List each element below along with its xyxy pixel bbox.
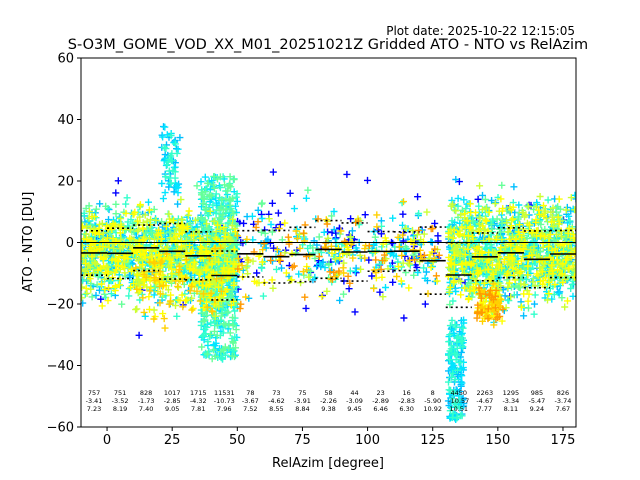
chart-title: S-O3M_GOME_VOD_XX_M01_20251021Z Gridded … <box>68 37 588 53</box>
bin-count-5: 11531 <box>214 389 235 397</box>
bin-labels: 757-3.417.23 751-3.528.19 828-1.737.40 1017… <box>86 389 572 413</box>
bin-mean-label-12: -2.83 <box>398 397 415 405</box>
bin-count-15: 2263 <box>477 389 494 397</box>
bin-std-label-12: 6.30 <box>399 405 413 413</box>
x-tick-label-2: 50 <box>229 433 246 448</box>
bin-count-18: 826 <box>557 389 569 397</box>
bin-std-label-5: 7.96 <box>217 405 231 413</box>
y-axis: −60 −40 −20 0 20 40 60 <box>47 52 81 436</box>
bin-mean-label-2: -1.73 <box>138 397 155 405</box>
bin-count-4: 1715 <box>190 389 207 397</box>
bin-std-label-11: 6.46 <box>373 405 387 413</box>
bin-count-2: 828 <box>140 389 152 397</box>
bin-count-7: 73 <box>272 389 280 397</box>
bin-mean-label-3: -2.85 <box>164 397 181 405</box>
bin-std-label-7: 8.55 <box>269 405 283 413</box>
x-tick-label-1: 25 <box>164 433 181 448</box>
x-tick-label-6: 150 <box>485 433 510 448</box>
bin-mean-label-13: -5.90 <box>424 397 441 405</box>
y-tick-label-4: 20 <box>57 175 74 190</box>
bin-count-14: 4450 <box>450 389 467 397</box>
bin-mean-label-15: -4.67 <box>476 397 493 405</box>
bin-count-0: 757 <box>88 389 100 397</box>
x-axis-label: RelAzim [degree] <box>272 456 384 471</box>
bin-count-9: 58 <box>324 389 332 397</box>
bin-count-1: 751 <box>114 389 126 397</box>
bin-mean-label-6: -3.67 <box>242 397 259 405</box>
x-tick-label-4: 100 <box>355 433 380 448</box>
bin-count-16: 1295 <box>503 389 520 397</box>
bin-count-17: 985 <box>531 389 543 397</box>
bin-mean-label-7: -4.62 <box>268 397 285 405</box>
y-tick-label-3: 0 <box>66 236 74 251</box>
bin-std-label-6: 7.52 <box>243 405 257 413</box>
y-tick-label-5: 40 <box>57 113 74 128</box>
x-tick-label-5: 125 <box>420 433 445 448</box>
bin-std-label-14: 10.51 <box>449 405 468 413</box>
x-tick-label-7: 175 <box>551 433 576 448</box>
bin-std-label-18: 7.67 <box>556 405 570 413</box>
bin-mean-label-5: -10.73 <box>214 397 235 405</box>
x-axis: 0 25 50 75 100 125 150 175 <box>103 427 575 448</box>
bin-mean-label-18: -3.74 <box>555 397 572 405</box>
x-tick-label-3: 75 <box>294 433 311 448</box>
y-tick-label-2: −20 <box>47 298 74 313</box>
bin-std-label-3: 9.05 <box>165 405 179 413</box>
bin-count-13: 8 <box>431 389 435 397</box>
bin-std-label-10: 9.45 <box>347 405 361 413</box>
scatter-series-7 <box>132 198 505 332</box>
bin-mean-label-11: -2.89 <box>372 397 389 405</box>
bin-std-label-17: 9.24 <box>530 405 544 413</box>
bin-mean-label-14: -10.57 <box>448 397 469 405</box>
bin-count-11: 23 <box>376 389 384 397</box>
bin-count-3: 1017 <box>164 389 181 397</box>
plot-date: Plot date: 2025-10-22 12:15:05 <box>386 24 575 38</box>
bin-std-label-9: 9.38 <box>321 405 335 413</box>
bin-std-label-4: 7.81 <box>191 405 205 413</box>
bin-count-10: 44 <box>350 389 358 397</box>
bin-count-12: 16 <box>403 389 411 397</box>
bin-std-label-13: 10.92 <box>423 405 442 413</box>
bin-std-label-8: 8.84 <box>295 405 309 413</box>
bin-mean-label-16: -3.34 <box>502 397 519 405</box>
y-tick-label-1: −40 <box>47 359 74 374</box>
scatter-series-8 <box>234 215 507 323</box>
bin-count-8: 75 <box>298 389 306 397</box>
scatter-series-6 <box>81 195 576 325</box>
bin-count-6: 78 <box>246 389 254 397</box>
bin-mean-label-9: -2.26 <box>320 397 337 405</box>
bin-mean-label-8: -3.91 <box>294 397 311 405</box>
bin-mean-label-4: -4.32 <box>190 397 207 405</box>
bin-std-label-0: 7.23 <box>87 405 101 413</box>
bin-std-label-2: 7.40 <box>139 405 153 413</box>
bin-std-label-15: 7.77 <box>478 405 492 413</box>
bin-mean-label-0: -3.41 <box>86 397 103 405</box>
bin-mean-label-10: -3.09 <box>346 397 363 405</box>
y-tick-label-6: 60 <box>57 52 74 67</box>
y-axis-label: ATO - NTO [DU] <box>21 192 36 293</box>
bin-std-label-1: 8.19 <box>113 405 127 413</box>
y-tick-label-0: −60 <box>47 421 74 436</box>
bin-statistics <box>81 219 576 309</box>
bin-mean-label-1: -3.52 <box>112 397 129 405</box>
bin-std-label-16: 8.11 <box>504 405 518 413</box>
x-tick-label-0: 0 <box>103 433 111 448</box>
bin-mean-label-17: -5.47 <box>529 397 546 405</box>
